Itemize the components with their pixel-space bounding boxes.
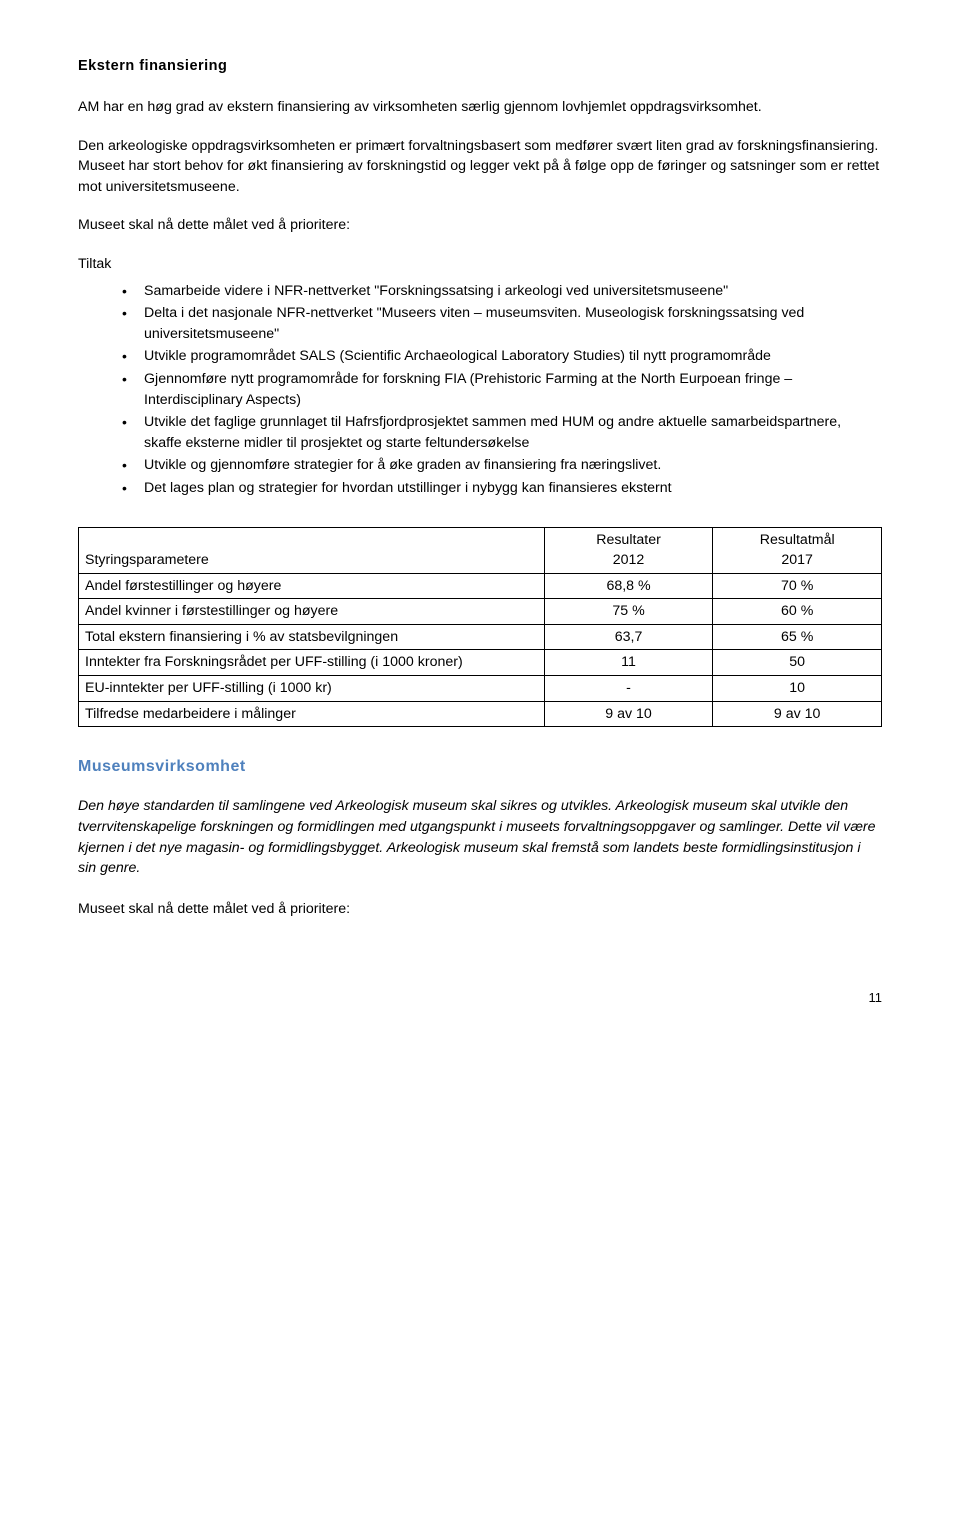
table-header-row: Styringsparametere Resultater 2012 Resul… bbox=[79, 527, 882, 573]
para-intro-2: Den arkeologiske oppdragsvirksomheten er… bbox=[78, 136, 882, 198]
table-header-label: Styringsparametere bbox=[79, 527, 545, 573]
section-title-ekstern: Ekstern finansiering bbox=[78, 56, 882, 77]
table-header-resultater-l2: 2012 bbox=[613, 552, 645, 568]
section-title-museumsvirksomhet: Museumsvirksomhet bbox=[78, 755, 882, 778]
table-row: Inntekter fra Forskningsrådet per UFF-st… bbox=[79, 650, 882, 676]
table-cell-label: Andel førstestillinger og høyere bbox=[79, 573, 545, 599]
para-closing: Museet skal nå dette målet ved å priorit… bbox=[78, 899, 882, 920]
table-cell-a: 75 % bbox=[544, 599, 713, 625]
list-item: Samarbeide videre i NFR-nettverket "Fors… bbox=[122, 281, 882, 302]
table-row: Andel kvinner i førstestillinger og høye… bbox=[79, 599, 882, 625]
table-cell-label: EU-inntekter per UFF-stilling (i 1000 kr… bbox=[79, 676, 545, 702]
table-row: Andel førstestillinger og høyere 68,8 % … bbox=[79, 573, 882, 599]
table-cell-label: Tilfredse medarbeidere i målinger bbox=[79, 701, 545, 727]
table-cell-b: 9 av 10 bbox=[713, 701, 882, 727]
table-cell-a: 11 bbox=[544, 650, 713, 676]
table-row: EU-inntekter per UFF-stilling (i 1000 kr… bbox=[79, 676, 882, 702]
tiltak-label: Tiltak bbox=[78, 254, 882, 275]
table-cell-a: 68,8 % bbox=[544, 573, 713, 599]
table-header-resultatmal: Resultatmål 2017 bbox=[713, 527, 882, 573]
para-italic: Den høye standarden til samlingene ved A… bbox=[78, 796, 882, 878]
page-number: 11 bbox=[78, 989, 882, 1008]
list-item: Utvikle det faglige grunnlaget til Hafrs… bbox=[122, 412, 882, 453]
table-header-resultatmal-l1: Resultatmål bbox=[760, 532, 835, 548]
list-item: Gjennomføre nytt programområde for forsk… bbox=[122, 369, 882, 410]
table-row: Tilfredse medarbeidere i målinger 9 av 1… bbox=[79, 701, 882, 727]
list-item: Det lages plan og strategier for hvordan… bbox=[122, 478, 882, 499]
table-cell-a: 9 av 10 bbox=[544, 701, 713, 727]
table-cell-b: 65 % bbox=[713, 624, 882, 650]
table-header-resultater-l1: Resultater bbox=[596, 532, 661, 548]
table-header-resultatmal-l2: 2017 bbox=[781, 552, 813, 568]
list-item: Utvikle programområdet SALS (Scientific … bbox=[122, 346, 882, 367]
table-cell-label: Inntekter fra Forskningsrådet per UFF-st… bbox=[79, 650, 545, 676]
para-intro-1: AM har en høg grad av ekstern finansieri… bbox=[78, 97, 882, 118]
table-header-resultater: Resultater 2012 bbox=[544, 527, 713, 573]
table-cell-a: - bbox=[544, 676, 713, 702]
table-cell-b: 70 % bbox=[713, 573, 882, 599]
table-cell-label: Andel kvinner i førstestillinger og høye… bbox=[79, 599, 545, 625]
list-item: Delta i det nasjonale NFR-nettverket "Mu… bbox=[122, 303, 882, 344]
table-row: Total ekstern finansiering i % av statsb… bbox=[79, 624, 882, 650]
table-cell-b: 60 % bbox=[713, 599, 882, 625]
list-item: Utvikle og gjennomføre strategier for å … bbox=[122, 455, 882, 476]
table-cell-label: Total ekstern finansiering i % av statsb… bbox=[79, 624, 545, 650]
tiltak-list: Samarbeide videre i NFR-nettverket "Fors… bbox=[78, 281, 882, 499]
table-cell-a: 63,7 bbox=[544, 624, 713, 650]
table-header-label-text: Styringsparametere bbox=[85, 552, 209, 568]
table-cell-b: 50 bbox=[713, 650, 882, 676]
para-intro-3: Museet skal nå dette målet ved å priorit… bbox=[78, 215, 882, 236]
styringsparametere-table: Styringsparametere Resultater 2012 Resul… bbox=[78, 527, 882, 728]
table-cell-b: 10 bbox=[713, 676, 882, 702]
